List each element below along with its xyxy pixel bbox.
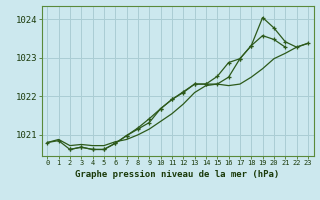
- X-axis label: Graphe pression niveau de la mer (hPa): Graphe pression niveau de la mer (hPa): [76, 170, 280, 179]
